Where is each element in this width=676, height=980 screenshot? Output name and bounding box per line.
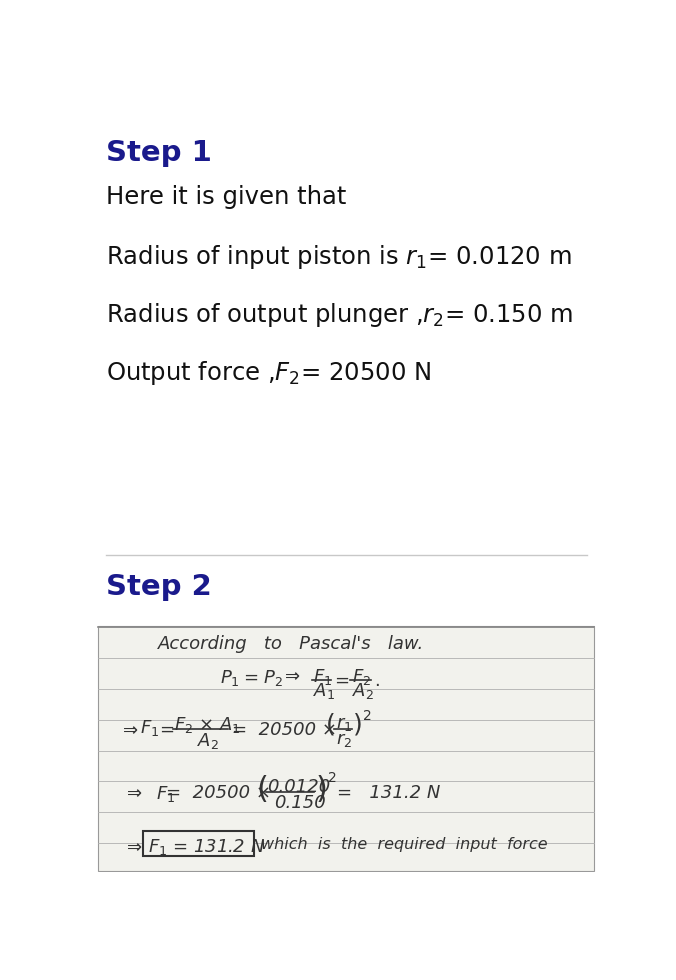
Text: Radius of output plunger ,$r_2$= 0.150 m: Radius of output plunger ,$r_2$= 0.150 m <box>106 301 573 329</box>
Text: $\Rightarrow$: $\Rightarrow$ <box>270 668 301 686</box>
Text: $r_1$: $r_1$ <box>335 715 352 733</box>
Text: $F_1$: $F_1$ <box>141 718 160 738</box>
Text: $P_1$: $P_1$ <box>220 668 240 688</box>
Text: .: . <box>375 672 380 690</box>
Text: =: = <box>334 672 349 690</box>
Text: $A_2$: $A_2$ <box>352 681 374 702</box>
Text: Output force ,$F_2$= 20500 N: Output force ,$F_2$= 20500 N <box>106 359 431 387</box>
Text: which  is  the  required  input  force: which is the required input force <box>261 837 548 852</box>
Text: $F_2$ × $A_1$: $F_2$ × $A_1$ <box>174 715 241 735</box>
Text: $A_2$: $A_2$ <box>197 730 219 751</box>
Text: = $P_2$: = $P_2$ <box>243 668 284 688</box>
Text: =   131.2 N: = 131.2 N <box>337 784 441 802</box>
Text: ): ) <box>354 712 363 737</box>
FancyBboxPatch shape <box>143 831 254 857</box>
Text: $\Rightarrow$  $F_1$: $\Rightarrow$ $F_1$ <box>123 784 176 804</box>
Text: 0.150: 0.150 <box>274 794 326 811</box>
Text: $F_1$ = 131.2 N: $F_1$ = 131.2 N <box>148 837 265 857</box>
Text: Radius of input piston is $r_1$= 0.0120 m: Radius of input piston is $r_1$= 0.0120 … <box>106 243 572 271</box>
Text: ): ) <box>316 775 327 805</box>
Text: $A_1$: $A_1$ <box>313 681 335 702</box>
Text: $F_1$: $F_1$ <box>313 666 333 687</box>
Text: 0.0120: 0.0120 <box>268 778 331 797</box>
Text: =  20500 ×: = 20500 × <box>232 720 337 739</box>
Text: (: ( <box>327 712 336 737</box>
Text: $F_2$: $F_2$ <box>352 666 371 687</box>
Text: =: = <box>159 720 174 739</box>
Text: =  20500 ×: = 20500 × <box>166 784 271 802</box>
Text: $\Rightarrow$: $\Rightarrow$ <box>123 837 143 855</box>
Text: Here it is given that: Here it is given that <box>106 185 347 210</box>
Text: Step 2: Step 2 <box>106 573 212 602</box>
Text: (: ( <box>257 775 268 805</box>
Text: $r_2$: $r_2$ <box>335 730 352 749</box>
Text: $\Rightarrow$: $\Rightarrow$ <box>120 720 139 739</box>
Text: 2: 2 <box>328 770 337 785</box>
Text: Step 1: Step 1 <box>106 139 212 168</box>
FancyBboxPatch shape <box>99 626 594 870</box>
Text: 2: 2 <box>364 709 372 723</box>
Text: According   to   Pascal's   law.: According to Pascal's law. <box>158 635 425 653</box>
